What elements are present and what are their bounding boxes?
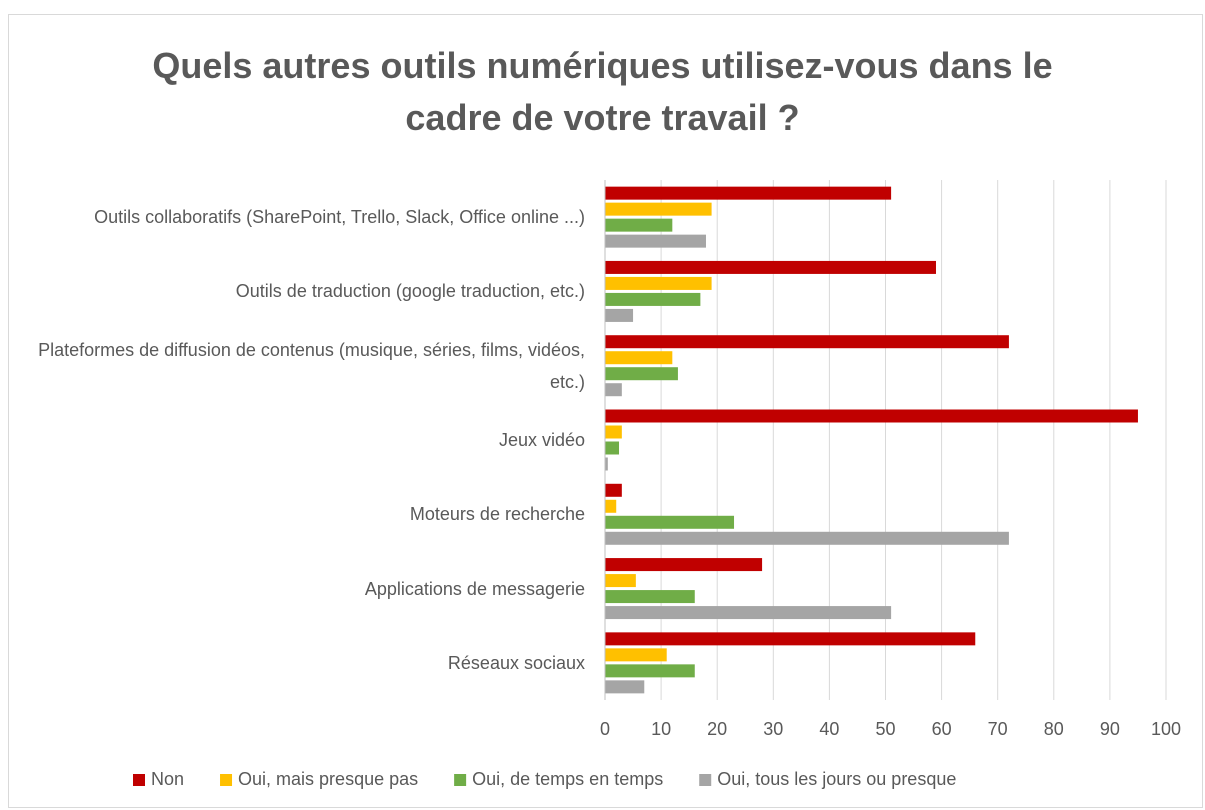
category-label: Outils collaboratifs (SharePoint, Trello…	[94, 207, 585, 228]
bar	[605, 499, 617, 513]
x-tick-label: 20	[707, 719, 727, 739]
chart-title: Quels autres outils numériques utilisez-…	[152, 45, 1053, 138]
category-label: Outils de traduction (google traduction,…	[235, 281, 585, 302]
x-tick-label: 30	[763, 719, 783, 739]
bar	[605, 664, 695, 678]
chart-frame	[8, 14, 1203, 808]
bar	[605, 425, 622, 439]
category-label: Jeux vidéo	[498, 430, 585, 450]
category-label: Réseaux sociaux	[447, 652, 585, 673]
legend-swatch	[454, 774, 467, 786]
legend-swatch	[699, 774, 712, 786]
bar	[605, 218, 673, 232]
x-tick-label: 50	[875, 719, 895, 739]
x-tick-label: 0	[600, 719, 610, 739]
bar	[605, 457, 608, 471]
bar	[605, 590, 695, 604]
bar	[605, 202, 712, 216]
bar	[605, 335, 1009, 349]
bar	[605, 483, 622, 497]
bar	[605, 648, 667, 662]
legend-swatch	[220, 774, 233, 786]
bar	[605, 515, 735, 529]
bar	[605, 292, 701, 306]
x-tick-label: 60	[932, 719, 952, 739]
bar	[605, 383, 622, 397]
bar	[605, 276, 712, 290]
legend-label: Oui, tous les jours ou presque	[717, 769, 956, 789]
bar	[605, 308, 634, 322]
x-tick-label: 80	[1044, 719, 1064, 739]
category-label: Plateformes de diffusion de contenus (mu…	[38, 339, 585, 392]
bar	[605, 574, 636, 588]
legend-label: Non	[151, 769, 184, 789]
bar	[605, 531, 1009, 545]
category-label: Moteurs de recherche	[409, 504, 585, 525]
legend-label: Oui, mais presque pas	[238, 769, 418, 789]
bar	[605, 606, 892, 620]
x-tick-label: 100	[1151, 719, 1181, 739]
x-tick-label: 70	[988, 719, 1008, 739]
bar	[605, 680, 645, 694]
x-tick-label: 90	[1100, 719, 1120, 739]
x-tick-label: 10	[651, 719, 671, 739]
x-tick-label: 40	[819, 719, 839, 739]
category-label: Applications de messagerie	[364, 578, 585, 599]
legend-swatch	[133, 774, 145, 786]
legend-label: Oui, de temps en temps	[472, 769, 663, 789]
bar	[605, 351, 673, 365]
bar	[605, 234, 706, 248]
bar	[605, 632, 976, 646]
bar	[605, 367, 678, 381]
bar	[605, 558, 763, 572]
bar	[605, 260, 936, 274]
bar	[605, 186, 892, 200]
bar	[605, 441, 620, 455]
bar	[605, 409, 1138, 423]
